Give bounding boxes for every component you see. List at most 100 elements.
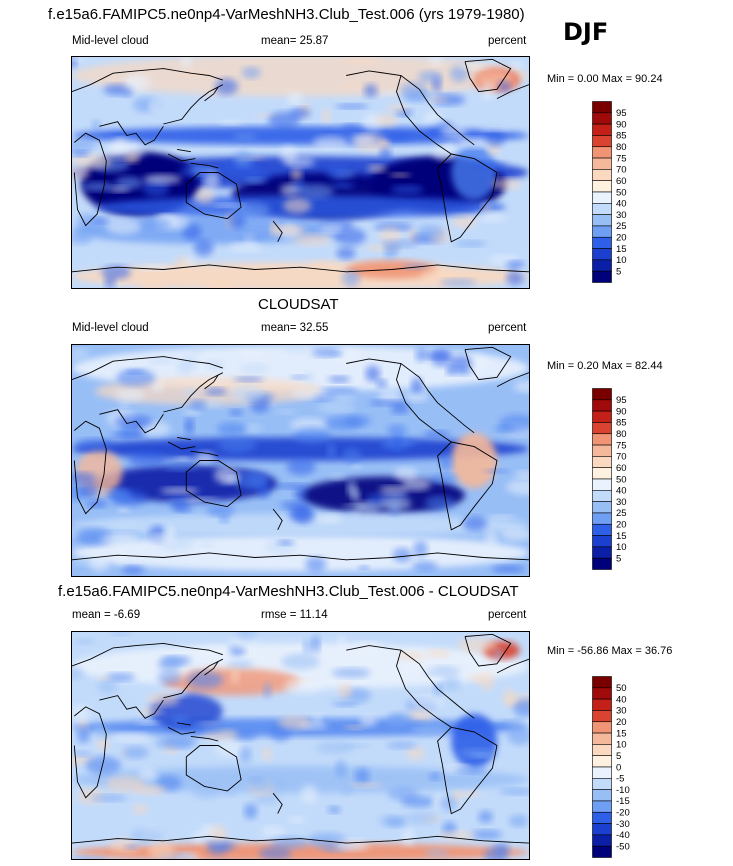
colorbar-tick-label: 40 (616, 486, 627, 497)
colorbar-swatch (592, 523, 612, 536)
colorbar-swatch (592, 180, 612, 193)
colorbar-tick-label: 85 (616, 418, 627, 429)
colorbar-swatch (592, 845, 612, 858)
colorbar-tick-label: 50 (616, 474, 627, 485)
colorbar-swatch (592, 478, 612, 491)
panel1-mean-label: mean= 25.87 (261, 35, 329, 47)
panel3-title: f.e15a6.FAMIPC5.ne0np4-VarMeshNH3.Club_T… (58, 583, 519, 600)
colorbar-swatch (592, 433, 612, 446)
panel2-minmax: Min = 0.20 Max = 82.44 (547, 360, 663, 372)
colorbar-swatch (592, 157, 612, 170)
colorbar-tick-label: 0 (616, 762, 621, 773)
colorbar-swatch (592, 248, 612, 261)
colorbar-swatch (592, 823, 612, 836)
colorbar-swatch (592, 732, 612, 745)
colorbar-tick-label: 5 (616, 266, 621, 277)
colorbar-swatch (592, 501, 612, 514)
panel2-units-label: percent (488, 322, 527, 334)
colorbar-tick-label: 70 (616, 452, 627, 463)
colorbar-tick-label: 15 (616, 244, 627, 255)
colorbar-tick-label: 95 (616, 395, 627, 406)
colorbar-tick-label: 50 (616, 187, 627, 198)
colorbar-tick-label: 25 (616, 508, 627, 519)
cloudsat-cloud-map (71, 344, 530, 577)
colorbar-tick-label: 80 (616, 429, 627, 440)
colorbar-swatch (592, 203, 612, 215)
colorbar-swatch (592, 101, 612, 114)
colorbar-tick-label: 70 (616, 165, 627, 176)
colorbar-tick-label: 5 (616, 553, 621, 564)
colorbar-swatch (592, 744, 612, 756)
colorbar-tick-label: 95 (616, 108, 627, 119)
colorbar-tick-label: 20 (616, 520, 627, 531)
colorbar-swatch (592, 535, 612, 548)
colorbar-tick-label: 20 (616, 717, 627, 728)
colorbar-swatch (592, 146, 612, 159)
colorbar-tick-label: 40 (616, 694, 627, 705)
panel3-units-label: percent (488, 609, 527, 621)
colorbar-swatch (592, 225, 612, 238)
colorbar-swatch (592, 512, 612, 525)
colorbar-tick-label: -5 (616, 774, 624, 785)
colorbar-tick-label: 90 (616, 406, 627, 417)
colorbar-tick-label: 30 (616, 497, 627, 508)
colorbar-swatch (592, 444, 612, 457)
colorbar-tick-label: 25 (616, 221, 627, 232)
colorbar-swatch (592, 410, 612, 423)
colorbar-swatch (592, 191, 612, 204)
panel1-colorbar: 95 90 85 80 75 70 60 50 40 30 25 20 15 10 5 (592, 101, 652, 284)
colorbar-swatch (592, 490, 612, 502)
colorbar-tick-label: 20 (616, 233, 627, 244)
panel2-mean-label: mean= 32.55 (261, 322, 329, 334)
panel2-variable-label: Mid-level cloud (72, 322, 149, 334)
colorbar-tick-label: 10 (616, 255, 627, 266)
colorbar-swatch (592, 766, 612, 779)
colorbar-tick-label: 15 (616, 728, 627, 739)
panel3-rmse-label: rmse = 11.14 (261, 609, 328, 621)
colorbar-tick-label: -40 (616, 830, 630, 841)
colorbar-swatch (592, 687, 612, 700)
colorbar-swatch (592, 467, 612, 480)
colorbar-tick-label: 80 (616, 142, 627, 153)
colorbar-tick-label: -10 (616, 785, 630, 796)
colorbar-swatch (592, 399, 612, 412)
season-label: DJF (563, 18, 609, 46)
colorbar-tick-label: 10 (616, 542, 627, 553)
panel3-colorbar: 50 40 30 20 15 10 5 0 -5 -10 -15 -20 -30 -40 -50 (592, 676, 652, 859)
colorbar-swatch (592, 800, 612, 813)
colorbar-tick-label: 75 (616, 153, 627, 164)
colorbar-tick-label: -30 (616, 819, 630, 830)
colorbar-swatch (592, 135, 612, 148)
panel2-colorbar: 95 90 85 80 75 70 60 50 40 30 25 20 15 10 5 (592, 388, 652, 571)
panel1-variable-label: Mid-level cloud (72, 35, 149, 47)
colorbar-swatch (592, 710, 612, 723)
colorbar-tick-label: 10 (616, 740, 627, 751)
colorbar-swatch (592, 259, 612, 272)
panel1-minmax: Min = 0.00 Max = 90.24 (547, 73, 663, 85)
colorbar-swatch (592, 676, 612, 689)
colorbar-swatch (592, 388, 612, 401)
colorbar-swatch (592, 422, 612, 435)
panel1-title: f.e15a6.FAMIPC5.ne0np4-VarMeshNH3.Club_T… (48, 6, 525, 23)
colorbar-tick-label: 85 (616, 131, 627, 142)
colorbar-swatch (592, 456, 612, 468)
colorbar-swatch (592, 789, 612, 802)
panel2-title: CLOUDSAT (258, 296, 339, 313)
colorbar-tick-label: 60 (616, 463, 627, 474)
panel3-minmax: Min = -56.86 Max = 36.76 (547, 645, 673, 657)
colorbar-swatch (592, 546, 612, 559)
colorbar-swatch (592, 236, 612, 249)
colorbar-tick-label: 75 (616, 440, 627, 451)
model-cloud-map (71, 56, 530, 289)
colorbar-tick-label: -20 (616, 808, 630, 819)
colorbar-tick-label: 50 (616, 683, 627, 694)
colorbar-swatch (592, 834, 612, 847)
colorbar-tick-label: -50 (616, 841, 630, 852)
colorbar-tick-label: 15 (616, 531, 627, 542)
colorbar-swatch (592, 778, 612, 790)
colorbar-tick-label: 40 (616, 199, 627, 210)
colorbar-tick-label: 30 (616, 706, 627, 717)
colorbar-swatch (592, 557, 612, 570)
colorbar-tick-label: -15 (616, 796, 630, 807)
colorbar-swatch (592, 169, 612, 181)
